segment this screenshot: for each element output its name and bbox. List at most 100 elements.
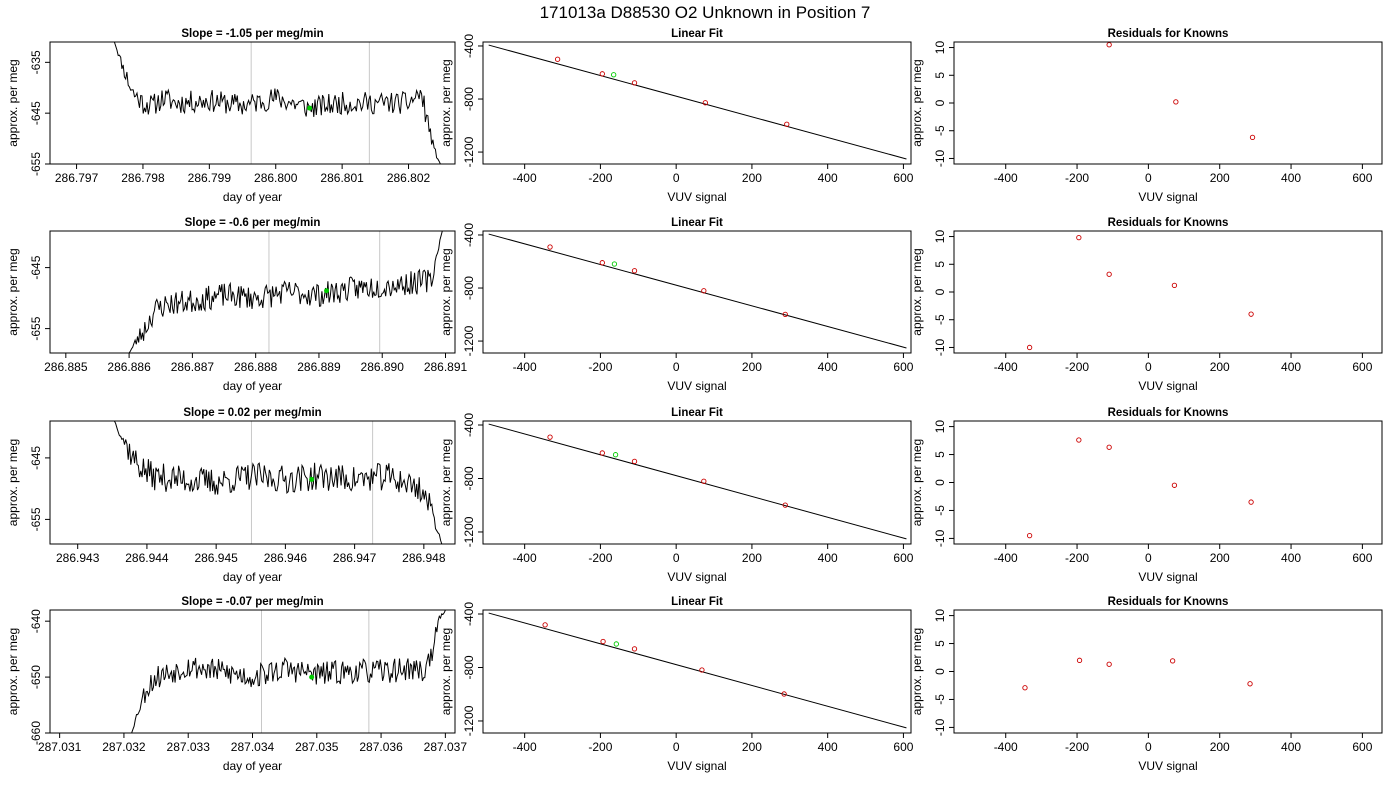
chart-panel: Slope = -1.05 per meg/min day of year appr… [6, 28, 456, 204]
x-axis-label: VUV signal [1138, 190, 1197, 204]
y-axis-label: approx. per meg [910, 59, 924, 146]
y-tick-label: -10 [933, 338, 947, 356]
panel-title: Slope = -0.07 per meg/min [181, 596, 323, 608]
x-tick-label: -200 [1065, 740, 1089, 754]
unknown-point [612, 452, 619, 458]
unknown-marker [307, 105, 313, 111]
y-tick-label: -800 [462, 466, 476, 490]
x-tick-label: 400 [818, 740, 838, 754]
y-tick-label: -800 [462, 276, 476, 300]
y-tick-label: 10 [933, 420, 947, 434]
y-tick-label: -655 [29, 152, 43, 176]
x-tick-label: 200 [742, 551, 762, 565]
x-tick-label: -200 [1065, 360, 1089, 374]
unknown-point [611, 261, 618, 267]
plot-frame [49, 41, 456, 165]
known-point [1173, 99, 1179, 105]
x-tick-label: 0 [673, 740, 680, 754]
y-tick-label: -5 [933, 505, 947, 516]
x-tick-label: -200 [588, 551, 612, 565]
plot-frame [482, 41, 912, 165]
x-tick-label: 286.800 [254, 171, 298, 185]
x-tick-label: 600 [1352, 360, 1372, 374]
y-tick-label: -400 [462, 413, 476, 437]
x-axis-label: VUV signal [667, 570, 726, 584]
x-tick-label: 286.887 [171, 360, 215, 374]
chart-panel: Residuals for Knowns VUV signal approx. pe… [910, 217, 1383, 393]
plot-frame [482, 420, 912, 545]
x-tick-label: 286.944 [125, 551, 169, 565]
x-tick-label: 400 [818, 171, 838, 185]
plot-frame [49, 230, 456, 354]
y-tick-label: -645 [29, 101, 43, 125]
x-tick-label: 287.034 [231, 740, 275, 754]
panel-title: Slope = -1.05 per meg/min [181, 28, 323, 40]
y-tick-label: -5 [933, 314, 947, 325]
x-axis-label: VUV signal [1138, 379, 1197, 393]
x-tick-label: -200 [588, 740, 612, 754]
y-tick-label: -1200 [462, 325, 476, 356]
plot-frame [953, 41, 1383, 165]
x-tick-label: 0 [1145, 740, 1152, 754]
known-point [1106, 42, 1112, 48]
known-point [1022, 685, 1028, 691]
y-axis-label: approx. per meg [910, 439, 924, 526]
known-point [782, 311, 788, 318]
panel-title: Linear Fit [671, 407, 723, 419]
known-point [699, 667, 705, 673]
plot-area [488, 423, 907, 540]
y-tick-label: 10 [933, 609, 947, 623]
y-tick-label: 0 [933, 668, 947, 675]
known-point [1247, 681, 1253, 687]
known-point [599, 71, 605, 77]
x-axis-label: VUV signal [1138, 759, 1197, 773]
known-point [701, 288, 707, 294]
data-trace [131, 610, 446, 733]
plot-frame [482, 230, 912, 354]
x-tick-label: 400 [818, 551, 838, 565]
plot-frame [953, 609, 1383, 734]
panel-grid: Slope = -1.05 per meg/min day of year appr… [6, 28, 1383, 773]
y-tick-label: -640 [29, 609, 43, 633]
x-tick-label: 600 [1352, 171, 1372, 185]
y-tick-label: -635 [29, 50, 43, 74]
y-axis-label: approx. per meg [910, 248, 924, 335]
y-axis-label: approx. per meg [910, 628, 924, 715]
x-tick-label: 600 [893, 171, 913, 185]
x-tick-label: 287.033 [167, 740, 211, 754]
known-point [631, 458, 638, 465]
y-tick-label: -1200 [462, 136, 476, 167]
x-tick-label: 286.891 [424, 360, 468, 374]
x-axis-label: day of year [223, 190, 282, 204]
known-point [1076, 235, 1082, 241]
y-tick-label: 5 [933, 72, 947, 79]
y-tick-label: -800 [462, 655, 476, 679]
x-tick-label: 287.037 [424, 740, 468, 754]
y-tick-label: 5 [933, 261, 947, 268]
known-point [1076, 657, 1083, 663]
x-tick-label: -400 [994, 551, 1018, 565]
chart-panel: Slope = 0.02 per meg/min day of year appro… [6, 407, 456, 584]
y-tick-label: 0 [933, 479, 947, 486]
chart-panel: Residuals for Knowns VUV signal approx. pe… [910, 407, 1383, 584]
panel-title: Slope = 0.02 per meg/min [183, 407, 321, 419]
chart-panel: Linear Fit VUV signal approx. per meg -400 -… [439, 407, 914, 584]
x-tick-label: -400 [994, 740, 1018, 754]
plot-area [113, 421, 443, 544]
y-tick-label: -645 [29, 255, 43, 279]
y-axis-label: approx. per meg [439, 628, 453, 715]
plot-area [488, 44, 907, 160]
known-point [1026, 344, 1033, 351]
known-point [702, 100, 708, 106]
x-tick-label: -200 [588, 360, 612, 374]
chart-panel: Residuals for Knowns VUV signal approx. pe… [910, 596, 1383, 773]
y-tick-label: -655 [29, 316, 43, 340]
unknown-point [613, 641, 619, 647]
y-tick-label: -1200 [462, 516, 476, 547]
y-tick-label: 0 [933, 99, 947, 106]
known-point [1106, 661, 1112, 667]
panel-title: Residuals for Knowns [1108, 596, 1229, 608]
fit-line [488, 612, 907, 729]
x-tick-label: 400 [1281, 740, 1301, 754]
